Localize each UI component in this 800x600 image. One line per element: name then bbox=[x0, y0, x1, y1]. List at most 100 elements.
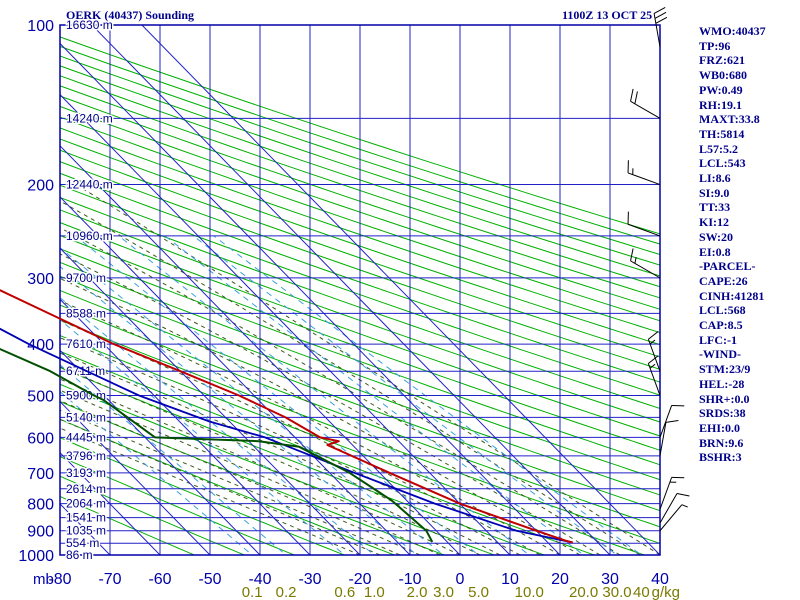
index-item: -PARCEL- bbox=[699, 259, 756, 274]
temperature-tick-label: 0 bbox=[456, 571, 465, 588]
temperature-tick-label: 30 bbox=[601, 571, 619, 588]
mixing-ratio-label: 0.2 bbox=[276, 584, 297, 600]
temperature-tick-label: 40 bbox=[651, 571, 669, 588]
dry-adiabat-line bbox=[60, 366, 546, 555]
wind-barb bbox=[647, 330, 661, 372]
wind-barb-flag bbox=[655, 16, 668, 24]
dry-adiabat-line bbox=[60, 184, 660, 396]
pressure-tick-label: 100 bbox=[27, 18, 54, 35]
mixing-ratio-label: 10.0 bbox=[515, 584, 544, 600]
height-label: 7610 m bbox=[66, 337, 106, 351]
pressure-tick-label: 200 bbox=[27, 178, 54, 195]
wind-barb bbox=[659, 404, 685, 438]
wind-barb bbox=[659, 420, 679, 456]
wind-barb bbox=[630, 88, 661, 119]
temperature-tick-label: -70 bbox=[98, 571, 121, 588]
dry-adiabat-line bbox=[60, 221, 660, 437]
isotherm-line bbox=[60, 145, 461, 555]
height-label: 2064 m bbox=[66, 497, 106, 511]
mixing-ratio-line bbox=[213, 235, 643, 555]
mixing-ratio-label: 20.0 bbox=[569, 584, 598, 600]
sounding-title: OERK (40437) Sounding bbox=[66, 8, 195, 22]
pressure-tick-label: 500 bbox=[27, 388, 54, 405]
temperature-tick-label: -20 bbox=[348, 571, 371, 588]
height-label: 16630 m bbox=[66, 18, 113, 32]
pressure-tick-label: 800 bbox=[27, 497, 54, 514]
index-item: FRZ:621 bbox=[699, 53, 745, 68]
index-item: SHR+:0.0 bbox=[699, 391, 750, 406]
index-item: RH:19.1 bbox=[699, 97, 742, 112]
temperature-tick-label: 20 bbox=[551, 571, 569, 588]
wind-barb-shaft bbox=[653, 13, 661, 48]
wind-barb bbox=[659, 504, 688, 532]
dry-adiabat-line bbox=[60, 437, 346, 555]
wind-barb-shaft bbox=[630, 100, 661, 119]
wind-barb-half-flag bbox=[634, 257, 637, 264]
wind-barb-shaft bbox=[659, 504, 683, 532]
temperature-line bbox=[0, 289, 573, 544]
moist-adiabat-line bbox=[60, 200, 641, 555]
dry-adiabat-line bbox=[60, 234, 660, 451]
index-item: LI:8.6 bbox=[699, 171, 731, 186]
wind-barb-half-flag bbox=[681, 504, 688, 508]
wind-barb-flag bbox=[634, 91, 638, 104]
dry-adiabat-line bbox=[60, 495, 196, 555]
dry-adiabat-line bbox=[60, 334, 646, 555]
dry-adiabat-line bbox=[60, 289, 660, 512]
dry-adiabat-line bbox=[60, 138, 660, 346]
dry-adiabat-line bbox=[60, 36, 660, 235]
moist-adiabat-line bbox=[60, 277, 581, 555]
dry-adiabat-line bbox=[60, 248, 660, 466]
sounding-date: 1100Z 13 OCT 25 bbox=[562, 8, 653, 22]
index-item: CINH:41281 bbox=[699, 288, 765, 303]
index-item: TT:33 bbox=[699, 200, 731, 215]
mixing-ratio-label: 3.0 bbox=[433, 584, 454, 600]
height-label: 5140 m bbox=[66, 410, 106, 424]
dry-adiabat-line bbox=[60, 196, 660, 410]
index-item: LFC:-1 bbox=[699, 332, 737, 347]
plot-frame bbox=[59, 24, 661, 556]
index-item: WB0:680 bbox=[699, 68, 747, 83]
index-item: LCL:543 bbox=[699, 156, 746, 171]
index-item: SW:20 bbox=[699, 229, 734, 244]
index-item: HEL:-28 bbox=[699, 376, 745, 391]
isotherm-line bbox=[60, 42, 561, 555]
wind-barb bbox=[630, 248, 661, 279]
isotherm-line bbox=[91, 25, 611, 555]
dry-adiabat-line bbox=[60, 304, 660, 528]
height-label: 86 m bbox=[66, 548, 93, 562]
dry-adiabat-line bbox=[60, 75, 660, 277]
temperature-tick-label: -50 bbox=[198, 571, 221, 588]
mixing-ratio-label: 1.0 bbox=[364, 584, 385, 600]
dry-adiabat-line bbox=[60, 65, 660, 266]
wind-barb-shaft bbox=[659, 477, 673, 510]
dry-adiabat-line bbox=[60, 275, 660, 496]
wind-barb-shaft bbox=[627, 223, 661, 237]
index-item: L57:5.2 bbox=[699, 141, 738, 156]
height-label: 1035 m bbox=[66, 524, 106, 538]
isotherm-line bbox=[60, 196, 411, 555]
moist-adiabat-line bbox=[60, 300, 561, 555]
dry-adiabat-line bbox=[60, 161, 660, 370]
stability-indices-list: WMO:40437 TP:96 FRZ:621 WB0:680 PW:0.49 RH:19… bbox=[699, 24, 766, 465]
index-item: CAPE:26 bbox=[699, 273, 748, 288]
height-label: 14240 m bbox=[66, 111, 113, 125]
isotherm-line bbox=[60, 298, 311, 555]
dewpoint-line bbox=[0, 347, 434, 543]
index-item: WMO:40437 bbox=[699, 24, 766, 38]
wind-barb-shaft bbox=[647, 363, 661, 396]
dry-adiabat-line bbox=[60, 455, 296, 555]
temperature-tick-label: 10 bbox=[501, 571, 519, 588]
dry-adiabat-line bbox=[60, 45, 660, 245]
index-item: KI:12 bbox=[699, 215, 729, 230]
wind-barb-shaft bbox=[659, 493, 678, 524]
wind-barb-shaft bbox=[627, 172, 661, 186]
height-label: 3193 m bbox=[66, 466, 106, 480]
index-item: -WIND- bbox=[699, 347, 741, 362]
wind-barb-layer bbox=[627, 6, 690, 532]
dry-adiabat-line bbox=[60, 127, 660, 334]
index-item: CAP:8.5 bbox=[699, 318, 743, 333]
wind-barb-shaft bbox=[647, 339, 661, 372]
isotherm-line bbox=[60, 93, 511, 555]
